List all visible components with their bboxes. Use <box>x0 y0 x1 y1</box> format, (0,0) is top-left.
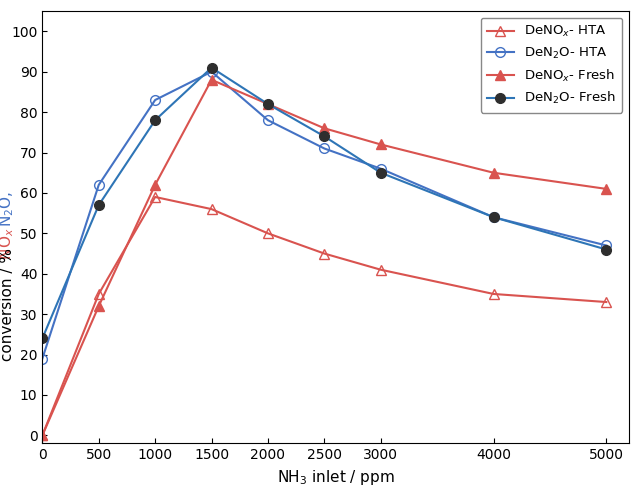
DeNO$_x$- HTA <box>95 291 102 297</box>
DeN$_2$O- HTA <box>264 117 272 123</box>
X-axis label: NH$_3$ inlet / ppm: NH$_3$ inlet / ppm <box>276 468 395 487</box>
DeNO$_x$- HTA <box>377 267 385 273</box>
DeN$_2$O- HTA <box>321 145 328 151</box>
DeN$_2$O- HTA <box>377 166 385 172</box>
Text: $\mathrm{NO}_x$: $\mathrm{NO}_x$ <box>0 227 17 264</box>
DeNO$_x$- Fresh <box>321 125 328 131</box>
DeNO$_x$- HTA <box>38 432 46 438</box>
DeNO$_x$- HTA <box>321 250 328 256</box>
Line: DeNO$_x$- Fresh: DeNO$_x$- Fresh <box>38 75 611 440</box>
Text: $\mathrm{N_2O}$,: $\mathrm{N_2O}$, <box>0 191 17 227</box>
DeN$_2$O- HTA <box>602 243 610 249</box>
DeN$_2$O- Fresh <box>264 101 272 107</box>
DeN$_2$O- HTA <box>490 214 497 220</box>
DeN$_2$O- Fresh <box>38 336 46 342</box>
Legend: DeNO$_x$- HTA, DeN$_2$O- HTA, DeNO$_x$- Fresh, DeN$_2$O- Fresh: DeNO$_x$- HTA, DeN$_2$O- HTA, DeNO$_x$- … <box>481 18 622 113</box>
DeN$_2$O- Fresh <box>490 214 497 220</box>
DeNO$_x$- Fresh <box>490 170 497 176</box>
DeNO$_x$- HTA <box>264 231 272 237</box>
DeN$_2$O- Fresh <box>95 202 102 208</box>
DeNO$_x$- Fresh <box>151 182 159 188</box>
DeNO$_x$- HTA <box>490 291 497 297</box>
DeNO$_x$- Fresh <box>264 101 272 107</box>
DeNO$_x$- Fresh <box>377 141 385 147</box>
DeN$_2$O- Fresh <box>151 117 159 123</box>
DeNO$_x$- Fresh <box>95 303 102 309</box>
Line: DeN$_2$O- Fresh: DeN$_2$O- Fresh <box>38 63 611 343</box>
DeN$_2$O- HTA <box>95 182 102 188</box>
DeN$_2$O- Fresh <box>377 170 385 176</box>
DeNO$_x$- Fresh <box>208 77 216 83</box>
DeNO$_x$- HTA <box>208 206 216 212</box>
Text: conversion / %: conversion / % <box>0 248 15 366</box>
DeN$_2$O- Fresh <box>602 247 610 252</box>
DeNO$_x$- HTA <box>602 299 610 305</box>
Line: DeN$_2$O- HTA: DeN$_2$O- HTA <box>38 67 611 364</box>
DeNO$_x$- Fresh <box>38 432 46 438</box>
DeN$_2$O- HTA <box>208 69 216 75</box>
DeN$_2$O- HTA <box>151 97 159 103</box>
DeN$_2$O- Fresh <box>208 65 216 71</box>
DeNO$_x$- Fresh <box>602 186 610 192</box>
Line: DeNO$_x$- HTA: DeNO$_x$- HTA <box>38 192 611 440</box>
DeN$_2$O- Fresh <box>321 133 328 139</box>
DeNO$_x$- HTA <box>151 194 159 200</box>
DeN$_2$O- HTA <box>38 356 46 362</box>
